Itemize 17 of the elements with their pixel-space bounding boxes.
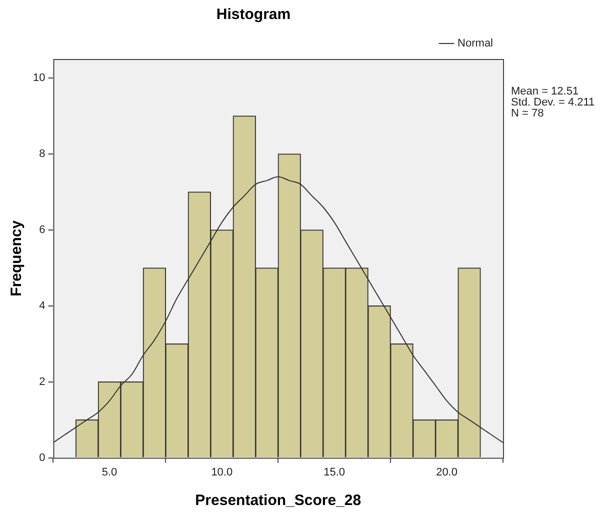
x-tick-label: 5.0 [102,466,118,478]
y-tick-label: 6 [39,224,46,236]
x-axis-title: Presentation_Score_28 [195,492,362,510]
text: Std. Dev. = 4.211 [511,96,595,109]
x-tick-label: 20.0 [436,466,458,478]
x-tick-label: 10.0 [211,466,233,478]
y-tick-label: 0 [39,452,46,464]
text: N = 78 [511,108,544,120]
y-tick-label: 2 [39,376,46,388]
y-tick-label: 4 [39,300,46,312]
y-tick-label: 8 [39,148,46,160]
y-tick-label: 10 [32,72,46,84]
x-tick-label: 15.0 [324,466,346,478]
text: Mean = 12.51 [511,86,579,98]
legend-label: Normal [458,38,494,50]
chart-title: Histogram [216,6,291,24]
y-axis-title: Frequency [8,220,26,296]
